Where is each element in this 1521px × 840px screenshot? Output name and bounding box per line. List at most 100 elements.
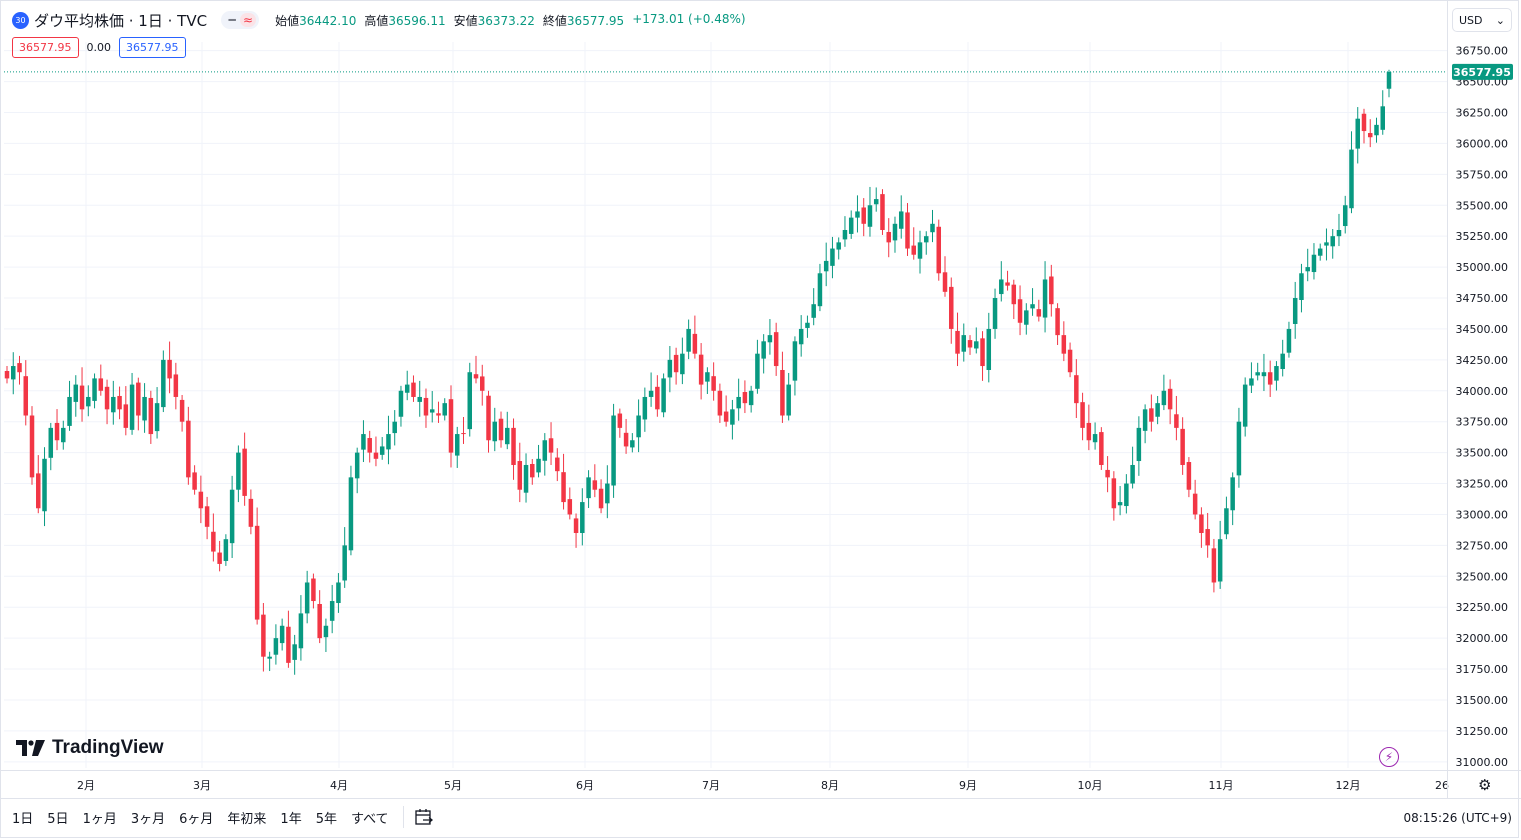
candle-body xyxy=(186,420,191,478)
y-tick-label: 36000.00 xyxy=(1456,137,1509,150)
candle-body xyxy=(911,245,916,255)
candle-body xyxy=(523,464,529,493)
x-tick-label: 10月 xyxy=(1078,779,1103,792)
last-price-label: 36577.95 xyxy=(1453,66,1511,79)
candle-body xyxy=(436,413,441,416)
candle-body xyxy=(517,461,523,490)
candle-body xyxy=(1136,427,1142,462)
tradingview-logo[interactable]: TradingView xyxy=(16,737,164,759)
candle-body xyxy=(842,229,848,240)
candle-body xyxy=(236,452,241,490)
candle-body xyxy=(961,335,967,352)
candle-body xyxy=(54,422,60,441)
candle-body xyxy=(311,578,316,602)
clock-timezone[interactable]: 08:15:26 (UTC+9) xyxy=(1403,811,1512,825)
candle-body xyxy=(1117,502,1123,506)
open-value: 36442.10 xyxy=(299,13,357,28)
candle-body xyxy=(1192,493,1198,515)
timeframe-all[interactable]: すべて xyxy=(350,811,389,827)
timeframe-5y[interactable]: 5年 xyxy=(315,811,337,827)
close-label: 終値 xyxy=(542,13,567,28)
candle-body xyxy=(898,211,904,229)
timeframe-6m[interactable]: 6ヶ月 xyxy=(179,811,214,827)
y-tick-label: 34000.00 xyxy=(1456,385,1509,398)
buy-price-button[interactable]: 36577.95 xyxy=(119,37,186,58)
candle-body xyxy=(417,396,422,402)
trade-price-boxes: 36577.95 0.00 36577.95 xyxy=(12,37,186,58)
candle-body xyxy=(830,248,835,266)
currency-select[interactable]: USD ⌄ xyxy=(1452,8,1512,32)
x-tick-label: 5月 xyxy=(444,779,462,792)
candle-body xyxy=(336,582,341,604)
wave-icon[interactable]: ≈ xyxy=(240,13,257,27)
y-tick-label: 35250.00 xyxy=(1456,230,1509,243)
high-label: 高値 xyxy=(364,13,389,28)
candle-body xyxy=(823,260,829,272)
candle-body xyxy=(1042,279,1048,318)
candle-body xyxy=(61,427,66,443)
candle-body xyxy=(592,480,598,490)
visibility-toggle[interactable]: ━ ≈ xyxy=(221,11,260,29)
candle-body xyxy=(1149,408,1154,422)
ohlc-values: 始値36442.10 高値36596.11 安値36373.22 終値36577… xyxy=(275,12,746,29)
y-tick-label: 31250.00 xyxy=(1456,725,1509,738)
candle-body xyxy=(442,403,447,416)
candle-body xyxy=(1317,248,1323,256)
candle-body xyxy=(580,502,585,534)
candle-body xyxy=(1236,421,1242,476)
candle-body xyxy=(698,354,704,385)
symbol-title[interactable]: ダウ平均株価 · 1日 · TVC xyxy=(34,11,208,30)
candle-body xyxy=(179,399,185,422)
candle-body xyxy=(1374,124,1379,136)
candle-body xyxy=(505,427,510,445)
candle-body xyxy=(492,421,498,442)
candle-body xyxy=(661,378,666,413)
candle-body xyxy=(111,396,116,413)
candle-body xyxy=(348,477,354,551)
candle-body xyxy=(292,644,297,660)
symbol-legend: 30 ダウ平均株価 · 1日 · TVC ━ ≈ 始値36442.10 高値36… xyxy=(12,8,746,32)
candle-body xyxy=(223,539,229,561)
candle-body xyxy=(548,438,554,453)
candle-body xyxy=(1061,335,1067,354)
lightning-icon[interactable]: ⚡ xyxy=(1379,747,1399,767)
candle-body xyxy=(967,340,973,348)
timeframe-3m[interactable]: 3ヶ月 xyxy=(130,811,166,827)
candle-body xyxy=(248,498,254,527)
currency-value: USD xyxy=(1459,13,1483,27)
timeframe-ytd[interactable]: 年初来 xyxy=(227,811,267,827)
candle-body xyxy=(1355,118,1360,149)
symbol-badge[interactable]: 30 xyxy=(12,11,29,29)
candle-body xyxy=(1080,402,1085,428)
candle-body xyxy=(999,279,1004,295)
candle-body xyxy=(630,440,635,448)
timeframe-1m[interactable]: 1ヶ月 xyxy=(82,811,117,827)
candle-body xyxy=(1017,299,1023,323)
candle-body xyxy=(298,613,304,649)
candle-body xyxy=(1186,462,1192,490)
candle-body xyxy=(1299,273,1304,300)
candle-body xyxy=(1055,308,1060,336)
candle-body xyxy=(229,489,235,544)
timeframe-1y[interactable]: 1年 xyxy=(280,811,302,827)
timeframe-1d[interactable]: 1日 xyxy=(12,811,34,827)
candle-body xyxy=(398,390,404,417)
y-tick-label: 33500.00 xyxy=(1456,447,1509,460)
minus-icon[interactable]: ━ xyxy=(228,13,236,27)
candle-body xyxy=(811,304,816,318)
timeframe-5d[interactable]: 5日 xyxy=(47,811,69,827)
high-value: 36596.11 xyxy=(388,13,446,28)
candle-body xyxy=(261,614,266,657)
candle-body xyxy=(467,372,473,430)
sell-price-button[interactable]: 36577.95 xyxy=(12,37,79,58)
candle-body xyxy=(1224,508,1229,535)
candle-body xyxy=(536,458,541,473)
candle-body xyxy=(561,472,566,503)
candle-body xyxy=(742,392,748,404)
candle-body xyxy=(905,212,910,249)
settings-icon[interactable]: ⚙ xyxy=(1478,776,1492,794)
candle-body xyxy=(367,438,372,453)
date-range-icon[interactable] xyxy=(414,808,434,826)
candle-body xyxy=(1324,242,1329,246)
